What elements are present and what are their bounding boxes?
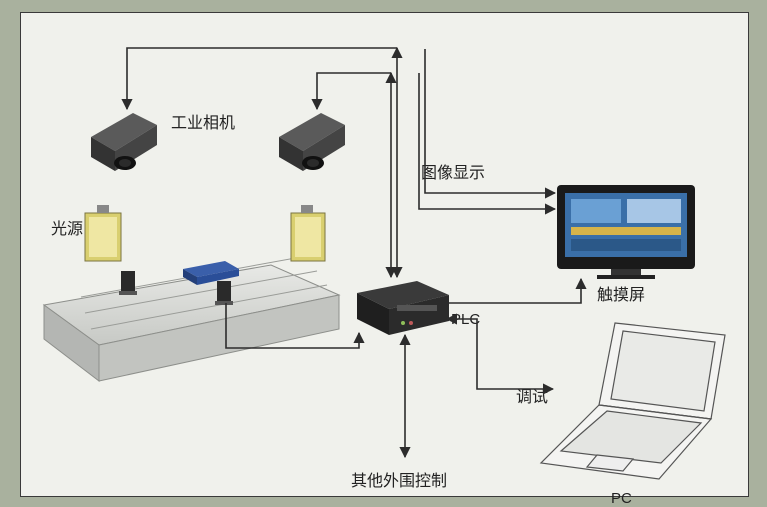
laptop (541, 323, 725, 479)
label-touch: 触摸屏 (597, 281, 645, 305)
object-on-belt (183, 261, 239, 285)
sensor-1 (119, 271, 137, 295)
camera-2 (279, 113, 345, 171)
label-other: 其他外围控制 (351, 467, 447, 491)
diagram-svg (21, 13, 748, 496)
diagram-frame: 工业相机 光源 传感器 图像显示 触摸屏 PLC 调试 其他外围控制 PC (20, 12, 749, 497)
label-debug: 调试 (516, 383, 548, 407)
label-plc: PLC (451, 311, 480, 328)
label-pc: PC (611, 490, 632, 507)
sensor-2 (215, 281, 233, 305)
light-source-2 (291, 205, 325, 261)
label-sensor: 传感器 (241, 313, 289, 337)
light-source-1 (85, 205, 121, 261)
conveyor (44, 257, 339, 381)
label-camera: 工业相机 (171, 109, 235, 133)
label-image: 图像显示 (421, 159, 485, 183)
label-light: 光源 (51, 215, 83, 239)
touch-monitor (557, 185, 695, 279)
plc-box (357, 281, 449, 335)
camera-1 (91, 113, 157, 171)
